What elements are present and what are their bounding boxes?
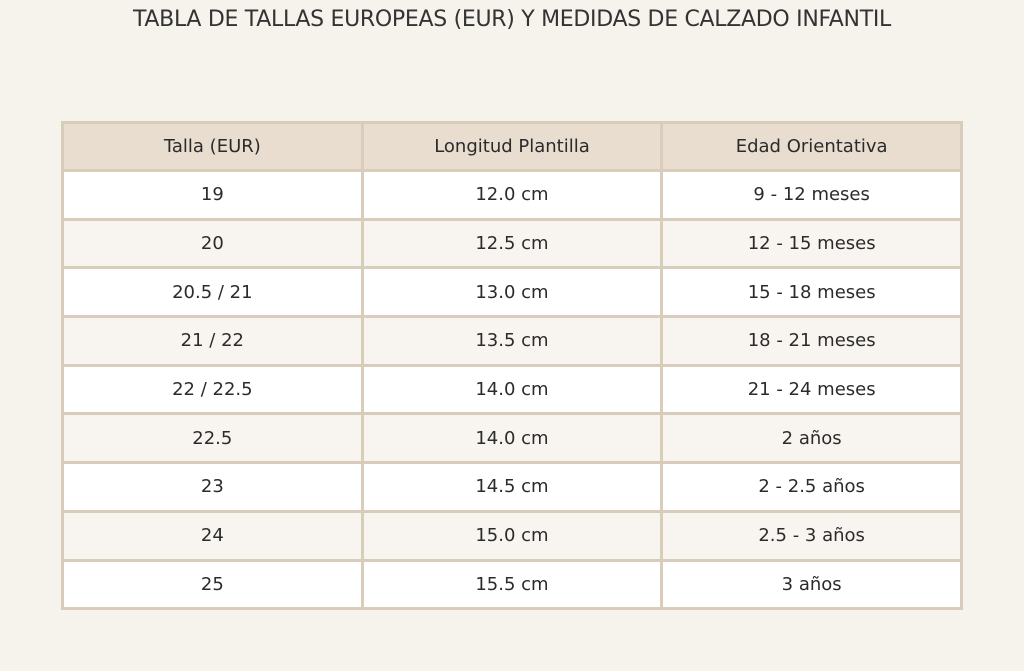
table-cell: 14.0 cm	[360, 412, 664, 465]
table-row: 24 15.0 cm 2.5 - 3 años	[61, 509, 963, 562]
table-cell: 20.5 / 21	[61, 266, 364, 319]
table-cell: 23	[61, 461, 364, 513]
table-row: 22.5 14.0 cm 2 años	[61, 412, 963, 465]
table-row: 23 14.5 cm 2 - 2.5 años	[61, 461, 963, 513]
table-row: 20.5 / 21 13.0 cm 15 - 18 meses	[61, 266, 963, 319]
column-header: Edad Orientativa	[660, 121, 963, 172]
table-cell: 2.5 - 3 años	[660, 509, 963, 562]
table-cell: 3 años	[660, 558, 963, 611]
table-cell: 21 - 24 meses	[660, 363, 963, 416]
table-row: 20 12.5 cm 12 - 15 meses	[61, 217, 963, 270]
table-cell: 20	[61, 217, 364, 270]
table-cell: 2 años	[660, 412, 963, 465]
table-row: 19 12.0 cm 9 - 12 meses	[61, 169, 963, 221]
table-cell: 14.0 cm	[360, 363, 664, 416]
table-row: 25 15.5 cm 3 años	[61, 558, 963, 611]
table-cell: 15.5 cm	[360, 558, 664, 611]
column-header: Longitud Plantilla	[360, 121, 664, 172]
table-cell: 14.5 cm	[360, 461, 664, 513]
table-cell: 12.0 cm	[360, 169, 664, 221]
table-cell: 22.5	[61, 412, 364, 465]
table-row: 22 / 22.5 14.0 cm 21 - 24 meses	[61, 363, 963, 416]
table-cell: 13.0 cm	[360, 266, 664, 319]
page-title: TABLA DE TALLAS EUROPEAS (EUR) Y MEDIDAS…	[133, 7, 891, 32]
table-cell: 19	[61, 169, 364, 221]
table-cell: 12.5 cm	[360, 217, 664, 270]
table-cell: 18 - 21 meses	[660, 315, 963, 367]
table-cell: 24	[61, 509, 364, 562]
size-table: Talla (EUR) Longitud Plantilla Edad Orient…	[61, 121, 963, 611]
table-cell: 9 - 12 meses	[660, 169, 963, 221]
table-body: 19 12.0 cm 9 - 12 meses 20 12.5 cm 12 - 15 me…	[61, 169, 963, 611]
table-cell: 22 / 22.5	[61, 363, 364, 416]
table-row: 21 / 22 13.5 cm 18 - 21 meses	[61, 315, 963, 367]
table-cell: 12 - 15 meses	[660, 217, 963, 270]
header-row: Talla (EUR) Longitud Plantilla Edad Orient…	[61, 121, 963, 172]
table-cell: 15 - 18 meses	[660, 266, 963, 319]
table-cell: 15.0 cm	[360, 509, 664, 562]
table-cell: 2 - 2.5 años	[660, 461, 963, 513]
column-header: Talla (EUR)	[61, 121, 364, 172]
table-cell: 25	[61, 558, 364, 611]
table-cell: 13.5 cm	[360, 315, 664, 367]
table-header: Talla (EUR) Longitud Plantilla Edad Orient…	[61, 121, 963, 172]
table-cell: 21 / 22	[61, 315, 364, 367]
